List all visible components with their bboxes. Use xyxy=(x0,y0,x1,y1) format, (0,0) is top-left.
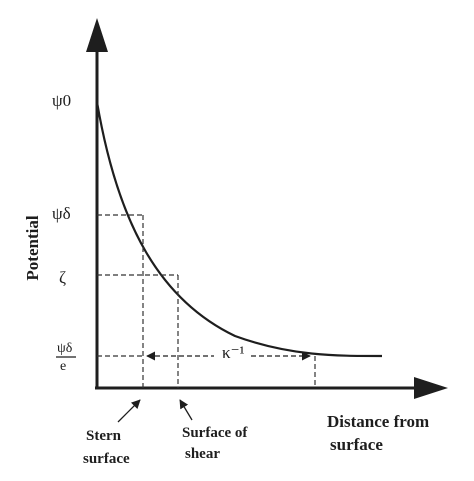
x-axis-label-line2: surface xyxy=(330,435,383,454)
shear-label-line2: shear xyxy=(185,446,220,462)
y-axis-arrowhead xyxy=(86,18,108,52)
potential-curve xyxy=(95,101,383,358)
zeta-label: ζ xyxy=(59,268,66,287)
x-axis-arrowhead xyxy=(414,377,448,399)
psi-delta-over-e-numerator: ψδ xyxy=(57,341,73,356)
y-axis-label: Potential xyxy=(23,215,42,280)
shear-pointer-arrow xyxy=(179,399,193,421)
shear-label-line1: Surface of xyxy=(182,425,248,441)
stern-pointer-arrow xyxy=(117,399,141,423)
psi0-label: ψ0 xyxy=(52,91,71,110)
debye-length-label: κ⁻¹ xyxy=(222,343,245,362)
psi-delta-over-e-denominator: e xyxy=(60,359,66,374)
stern-label-line1: Stern xyxy=(86,428,122,444)
x-axis-label-line1: Distance from xyxy=(327,412,429,431)
psi-delta-label: ψδ xyxy=(52,204,71,223)
stern-label-line2: surface xyxy=(83,451,130,467)
guide-lines xyxy=(97,214,316,388)
